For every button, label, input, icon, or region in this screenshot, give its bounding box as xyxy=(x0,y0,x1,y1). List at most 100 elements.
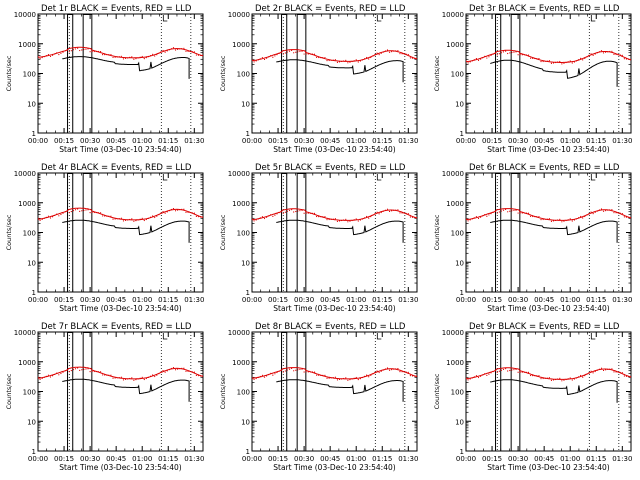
lld-sample-point xyxy=(509,210,511,212)
lld-sample-point xyxy=(116,377,118,379)
x-axis-label: Start Time (03-Dec-10 23:54:40) xyxy=(59,304,181,313)
lld-sample-point xyxy=(466,60,467,62)
lld-sample-point xyxy=(316,56,318,58)
panel-title: Det 4r BLACK = Events, RED = LLD xyxy=(41,163,192,173)
lld-sample-point xyxy=(181,208,183,210)
lld-sample-point xyxy=(582,376,584,378)
lld-sample-point xyxy=(532,215,534,218)
lld-sample-point xyxy=(343,60,345,62)
lld-sample-point xyxy=(307,371,309,373)
lld-sample-point xyxy=(257,376,259,379)
plot-frame xyxy=(37,172,204,293)
lld-sample-point xyxy=(253,61,255,63)
y-tick-label: 100 xyxy=(451,230,464,238)
lld-sample-point xyxy=(484,213,486,216)
lld-sample-point xyxy=(494,210,496,212)
lld-sample-point xyxy=(328,218,330,221)
interval-end-flag xyxy=(590,174,596,181)
lld-sample-point xyxy=(158,213,160,216)
lld-sample-point xyxy=(39,57,41,60)
lld-sample-point xyxy=(99,212,102,214)
lld-sample-point xyxy=(384,209,386,211)
lld-sample-point xyxy=(588,212,590,215)
lld-sample-point xyxy=(202,375,203,377)
lld-sample-point xyxy=(191,51,193,53)
lld-sample-point xyxy=(374,371,376,373)
lld-sample-point xyxy=(370,216,372,218)
x-tick-label: 01:30 xyxy=(612,137,632,145)
lld-sample-point xyxy=(602,52,605,54)
lld-sample-point xyxy=(112,56,114,59)
lld-sample-point xyxy=(580,374,582,377)
lld-sample-point xyxy=(596,369,598,371)
lld-sample-point xyxy=(299,210,301,212)
y-tick-label: 1 xyxy=(460,130,464,138)
lld-sample-point xyxy=(199,216,202,218)
lightcurve-panel: Det 5r BLACK = Events, RED = LLD 1 10 100 10… xyxy=(219,163,418,313)
lld-sample-point xyxy=(261,216,264,218)
lld-sample-point xyxy=(189,50,191,53)
lld-sample-point xyxy=(143,378,145,381)
lld-sample-point xyxy=(343,377,345,380)
lld-sample-point xyxy=(615,212,617,214)
x-tick-label: 00:45 xyxy=(534,455,554,463)
lld-sample-point xyxy=(368,376,370,378)
series-lld-line xyxy=(38,207,203,221)
lld-sample-point xyxy=(114,218,116,220)
lld-sample-point xyxy=(265,375,268,377)
y-tick-label: 10000 xyxy=(228,329,250,337)
x-tick-label: 00:00 xyxy=(28,455,48,463)
lld-sample-point xyxy=(343,219,345,221)
panel-data xyxy=(38,332,203,451)
y-axis-label: Counts/sec xyxy=(219,55,227,91)
lld-sample-point xyxy=(303,212,305,214)
lld-sample-point xyxy=(139,56,141,58)
lld-sample-point xyxy=(567,61,569,63)
interval-end-flag xyxy=(376,15,382,22)
lld-sample-point xyxy=(467,379,469,381)
lld-sample-point xyxy=(355,59,357,61)
lld-sample-point xyxy=(374,53,376,56)
lld-sample-point xyxy=(334,218,336,220)
lld-sample-point xyxy=(555,61,557,64)
lld-sample-point xyxy=(118,56,120,58)
y-tick-label: 100 xyxy=(23,389,36,397)
lld-sample-point xyxy=(584,215,586,218)
lld-sample-point xyxy=(500,210,503,212)
y-tick-label: 1000 xyxy=(446,200,464,208)
lld-sample-point xyxy=(330,218,332,220)
lld-sample-point xyxy=(366,374,368,376)
lld-sample-point xyxy=(409,57,411,59)
lld-sample-point xyxy=(573,378,575,380)
lld-sample-point xyxy=(530,57,532,59)
interval-end-flag xyxy=(376,174,382,181)
lld-sample-point xyxy=(62,371,64,373)
lld-sample-point xyxy=(79,369,81,371)
x-tick-label: 00:00 xyxy=(456,296,476,304)
y-axis-label: Counts/sec xyxy=(433,214,441,250)
x-tick-label: 00:45 xyxy=(320,137,340,145)
plot-frame xyxy=(465,331,632,452)
lld-sample-point xyxy=(507,211,509,213)
x-tick-label: 01:00 xyxy=(132,455,152,463)
lld-sample-point xyxy=(168,369,170,371)
lld-sample-point xyxy=(550,220,553,222)
lld-sample-point xyxy=(507,370,509,372)
lld-sample-point xyxy=(540,60,542,63)
x-tick-label: 00:15 xyxy=(268,137,288,145)
y-tick-label: 100 xyxy=(237,389,250,397)
lld-sample-point xyxy=(494,369,496,371)
lld-sample-point xyxy=(607,368,609,370)
lld-sample-point xyxy=(60,213,62,216)
panel-title: Det 9r BLACK = Events, RED = LLD xyxy=(469,322,620,332)
lld-sample-point xyxy=(413,57,416,59)
lld-sample-point xyxy=(74,209,77,211)
lld-sample-point xyxy=(72,210,75,212)
lld-sample-point xyxy=(70,50,72,52)
x-tick-label: 01:00 xyxy=(132,137,152,145)
lld-sample-point xyxy=(523,54,525,56)
lld-sample-point xyxy=(546,218,548,220)
y-tick-label: 100 xyxy=(23,71,36,79)
lld-sample-point xyxy=(274,214,276,216)
lld-sample-point xyxy=(617,212,619,214)
